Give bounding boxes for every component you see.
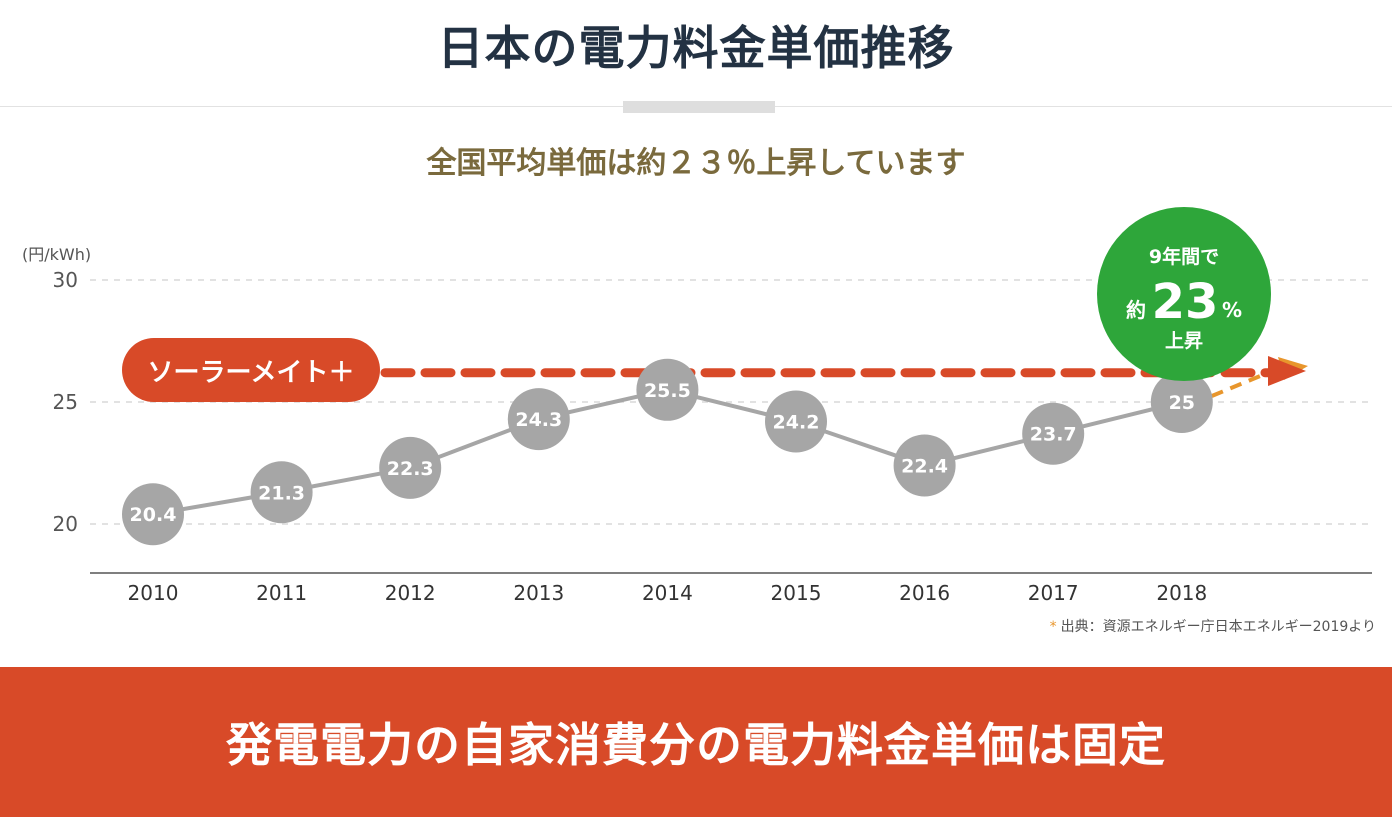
price-chart: 20 25 30 (円/kWh) 2010 2011 2012 2013 2014 2015 201…: [22, 207, 1372, 605]
x-tick-label: 2018: [1156, 581, 1207, 605]
data-point: [1022, 402, 1085, 465]
y-axis-unit-label: (円/kWh): [22, 245, 91, 264]
data-label: 20.4: [130, 504, 177, 526]
footer-banner: 発電電力の自家消費分の電力料金単価は固定: [0, 667, 1392, 817]
badge-number: 23: [1152, 274, 1219, 330]
badge-line-3: 上昇: [1165, 330, 1203, 352]
data-label: 21.3: [258, 482, 305, 504]
source-asterisk: *: [1049, 619, 1057, 635]
x-tick-label: 2016: [899, 581, 950, 605]
x-tick-label: 2017: [1028, 581, 1079, 605]
data-label: 24.3: [515, 409, 562, 431]
y-tick-label: 25: [53, 390, 78, 414]
data-point: [1150, 371, 1213, 433]
data-point: [507, 388, 570, 451]
badge-prefix: 約: [1126, 298, 1146, 322]
data-label: 22.3: [387, 458, 434, 480]
x-tick-label: 2013: [513, 581, 564, 605]
footer-message: 発電電力の自家消費分の電力料金単価は固定: [226, 718, 1166, 772]
data-point: [765, 390, 827, 453]
fixed-price-arrow-head: [1268, 356, 1306, 386]
source-text: 出典：資源エネルギー庁日本エネルギー2019より: [1060, 619, 1376, 635]
x-tick-label: 2014: [642, 581, 693, 605]
y-tick-label: 30: [53, 268, 78, 292]
x-tick-label: 2010: [128, 581, 179, 605]
data-point: [122, 483, 184, 546]
data-point: [636, 358, 699, 421]
x-tick-label: 2011: [256, 581, 307, 605]
source-note: * 出典：資源エネルギー庁日本エネルギー2019より: [1050, 616, 1376, 636]
fixed-price-label: ソーラーメイト＋: [148, 358, 355, 388]
page-title: 日本の電力料金単価推移: [437, 21, 955, 75]
data-label: 23.7: [1030, 424, 1077, 446]
data-point: [893, 434, 956, 497]
data-label: 25: [1169, 392, 1195, 414]
title-divider-tab: [623, 101, 775, 113]
data-label: 24.2: [773, 412, 820, 434]
x-tick-label: 2015: [771, 581, 822, 605]
y-tick-label: 20: [53, 512, 78, 536]
badge-unit: %: [1222, 298, 1242, 322]
data-label: 22.4: [901, 455, 948, 477]
data-label: 25.5: [644, 380, 691, 402]
badge-line-1: 9年間で: [1149, 245, 1219, 268]
increase-badge: [1097, 207, 1271, 381]
page-subtitle: 全国平均単価は約２３％上昇しています: [426, 146, 966, 181]
fixed-price-label-pill: [122, 338, 380, 402]
x-tick-label: 2012: [385, 581, 436, 605]
data-point: [379, 436, 442, 499]
data-point: [250, 461, 313, 524]
